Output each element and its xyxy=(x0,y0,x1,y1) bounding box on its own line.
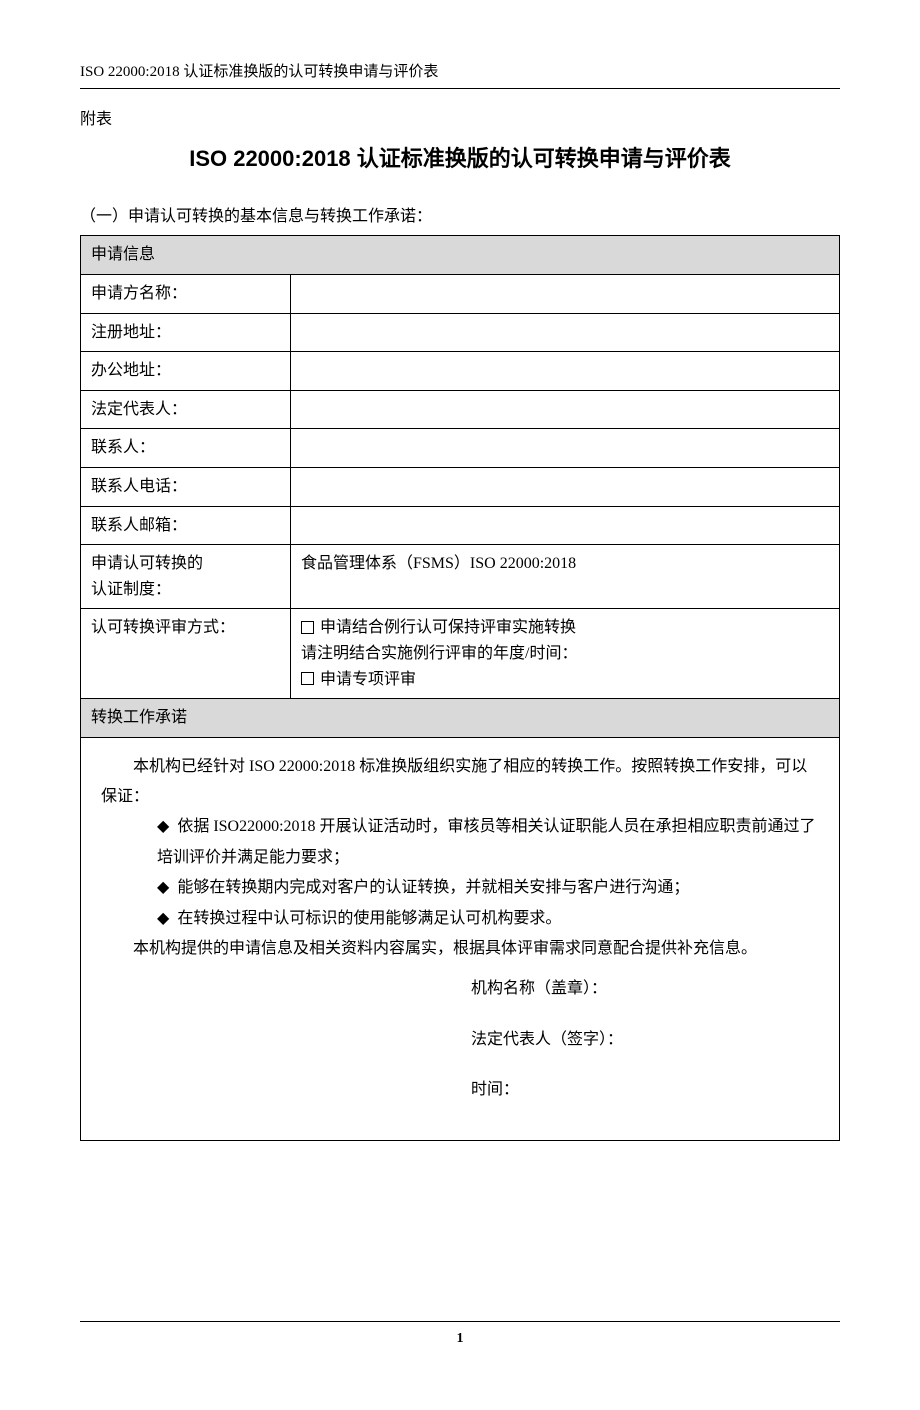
section1-label: （一）申请认可转换的基本信息与转换工作承诺： xyxy=(80,204,840,230)
legal-rep-label: 法定代表人： xyxy=(81,390,291,429)
signature-block: 机构名称（盖章）： 法定代表人（签字）： 时间： xyxy=(101,974,819,1105)
commitment-p2: 本机构提供的申请信息及相关资料内容属实，根据具体评审需求同意配合提供补充信息。 xyxy=(101,934,819,964)
table-row: 认可转换评审方式： 申请结合例行认可保持评审实施转换 请注明结合实施例行评审的年… xyxy=(81,609,840,699)
review-method-label: 认可转换评审方式： xyxy=(81,609,291,699)
attachment-label: 附表 xyxy=(80,107,840,133)
office-addr-label: 办公地址： xyxy=(81,352,291,391)
cert-system-label: 申请认可转换的 认证制度： xyxy=(81,545,291,609)
sign-rep: 法定代表人（签字）： xyxy=(471,1025,819,1055)
sign-org: 机构名称（盖章）： xyxy=(471,974,819,1004)
commitment-p1: 本机构已经针对 ISO 22000:2018 标准换版组织实施了相应的转换工作。… xyxy=(101,752,819,813)
page-number: 1 xyxy=(80,1321,840,1350)
commitment-section-header: 转换工作承诺 xyxy=(81,699,840,738)
commitment-list: 依据 ISO22000:2018 开展认证活动时，审核员等相关认证职能人员在承担… xyxy=(101,812,819,934)
review-method-value: 申请结合例行认可保持评审实施转换 请注明结合实施例行评审的年度/时间： 申请专项… xyxy=(291,609,840,699)
main-title: ISO 22000:2018 认证标准换版的认可转换申请与评价表 xyxy=(80,141,840,176)
phone-value[interactable] xyxy=(291,467,840,506)
commitment-cell: 本机构已经针对 ISO 22000:2018 标准换版组织实施了相应的转换工作。… xyxy=(81,737,840,1140)
email-label: 联系人邮箱： xyxy=(81,506,291,545)
table-row: 联系人邮箱： xyxy=(81,506,840,545)
applicant-name-label: 申请方名称： xyxy=(81,274,291,313)
table-row: 注册地址： xyxy=(81,313,840,352)
checkbox-option2[interactable] xyxy=(301,672,314,685)
commitment-bullet1: 依据 ISO22000:2018 开展认证活动时，审核员等相关认证职能人员在承担… xyxy=(157,812,819,873)
option1-text: 申请结合例行认可保持评审实施转换 xyxy=(320,619,576,636)
table-row: 联系人： xyxy=(81,429,840,468)
table-row: 申请认可转换的 认证制度： 食品管理体系（FSMS）ISO 22000:2018 xyxy=(81,545,840,609)
option2-text: 申请专项评审 xyxy=(320,671,416,688)
page-header: ISO 22000:2018 认证标准换版的认可转换申请与评价表 xyxy=(80,60,840,89)
sign-date: 时间： xyxy=(471,1075,819,1105)
email-value[interactable] xyxy=(291,506,840,545)
method-note: 请注明结合实施例行评审的年度/时间： xyxy=(301,645,577,662)
table-row: 法定代表人： xyxy=(81,390,840,429)
table-row: 办公地址： xyxy=(81,352,840,391)
application-table: 申请信息 申请方名称： 注册地址： 办公地址： 法定代表人： 联系人： 联系人电… xyxy=(80,235,840,1140)
office-addr-value[interactable] xyxy=(291,352,840,391)
commitment-bullet3: 在转换过程中认可标识的使用能够满足认可机构要求。 xyxy=(157,904,819,934)
applicant-name-value[interactable] xyxy=(291,274,840,313)
contact-label: 联系人： xyxy=(81,429,291,468)
table-row: 联系人电话： xyxy=(81,467,840,506)
info-section-header: 申请信息 xyxy=(81,236,840,275)
checkbox-option1[interactable] xyxy=(301,621,314,634)
table-row: 申请方名称： xyxy=(81,274,840,313)
reg-addr-value[interactable] xyxy=(291,313,840,352)
reg-addr-label: 注册地址： xyxy=(81,313,291,352)
phone-label: 联系人电话： xyxy=(81,467,291,506)
cert-system-value: 食品管理体系（FSMS）ISO 22000:2018 xyxy=(291,545,840,609)
commitment-bullet2: 能够在转换期内完成对客户的认证转换，并就相关安排与客户进行沟通； xyxy=(157,873,819,903)
legal-rep-value[interactable] xyxy=(291,390,840,429)
contact-value[interactable] xyxy=(291,429,840,468)
